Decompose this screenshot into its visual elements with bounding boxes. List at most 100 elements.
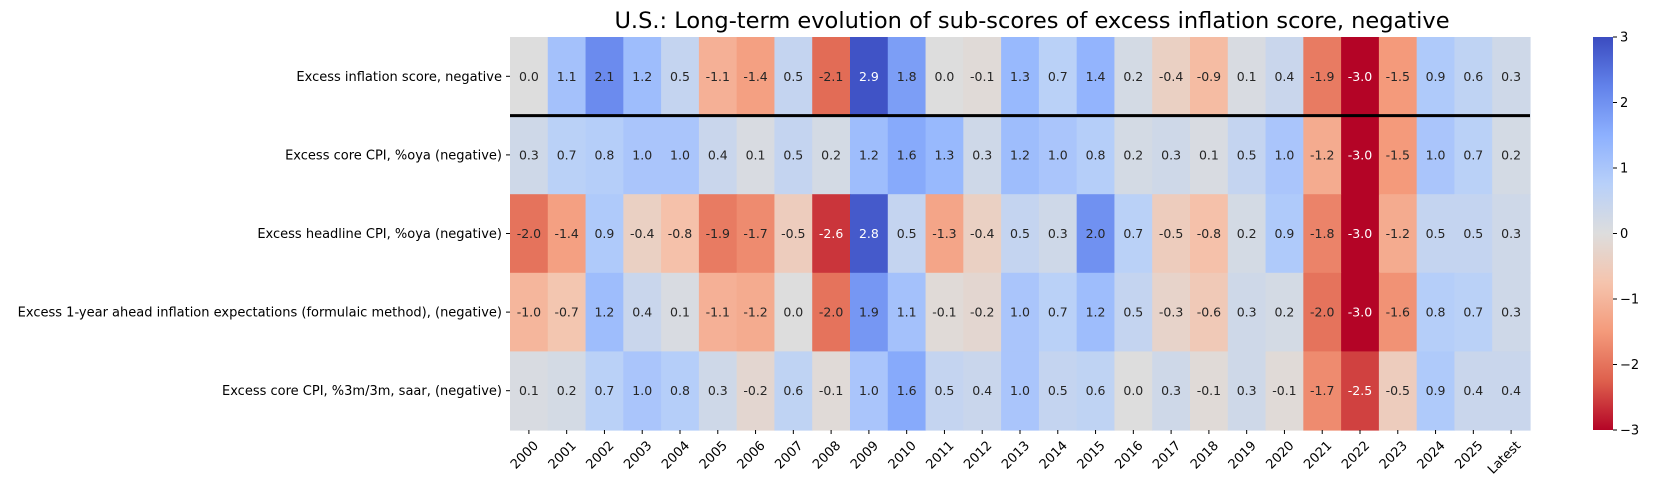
cell-value-label: 0.1 bbox=[1237, 69, 1257, 84]
y-tick-label: Excess 1-year ahead inflation expectatio… bbox=[18, 306, 502, 321]
cell-value-label: 1.0 bbox=[859, 383, 879, 398]
cell-value-label: 0.8 bbox=[1086, 147, 1106, 162]
heatmap-cell bbox=[547, 115, 587, 195]
heatmap-cell bbox=[1378, 351, 1418, 431]
heatmap-cell bbox=[510, 115, 549, 195]
cell-value-label: 0.7 bbox=[1048, 69, 1068, 84]
x-tick-label: 2024 bbox=[1415, 438, 1449, 472]
cell-value-label: 1.0 bbox=[632, 383, 652, 398]
heatmap-cell bbox=[736, 37, 776, 117]
cell-value-label: 1.0 bbox=[632, 147, 652, 162]
cell-value-label: 0.5 bbox=[897, 226, 917, 241]
heatmap-cell bbox=[585, 115, 624, 195]
heatmap-annotations: 0.0 1.1 2.1 1.2 0.5 -1.1 -1.4 0.5 -2.1 2.9 1.8 0.0 -… bbox=[517, 69, 1521, 398]
cell-value-label: 0.2 bbox=[1123, 69, 1143, 84]
heatmap-cell bbox=[812, 115, 851, 195]
cell-value-label: -2.0 bbox=[517, 226, 541, 241]
heatmap-cell bbox=[1454, 351, 1493, 431]
heatmap-cell bbox=[850, 37, 889, 117]
heatmap-cell bbox=[1378, 37, 1418, 117]
cell-value-label: -2.5 bbox=[1348, 383, 1372, 398]
colorbar-tick-label: 3 bbox=[1620, 31, 1628, 46]
cell-value-label: 0.7 bbox=[1123, 226, 1143, 241]
cell-value-label: 0.5 bbox=[1463, 226, 1483, 241]
cell-value-label: 1.2 bbox=[594, 305, 614, 320]
heatmap-cell bbox=[1076, 115, 1116, 195]
heatmap-cell bbox=[1152, 115, 1191, 195]
heatmap-cell bbox=[1303, 194, 1342, 274]
heatmap-cell bbox=[1416, 115, 1456, 195]
cell-value-label: -1.5 bbox=[1386, 69, 1410, 84]
heatmap-cell bbox=[547, 37, 587, 117]
cell-value-label: 2.8 bbox=[859, 226, 879, 241]
colorbar-tick-label: 1 bbox=[1620, 162, 1628, 177]
cell-value-label: 0.5 bbox=[783, 147, 803, 162]
heatmap-cell bbox=[585, 272, 624, 352]
heatmap-cell bbox=[1303, 115, 1342, 195]
colorbar-tick-label: −2 bbox=[1620, 358, 1639, 373]
cell-value-label: 0.2 bbox=[1501, 147, 1521, 162]
cell-value-label: 0.3 bbox=[1501, 305, 1521, 320]
heatmap-cell bbox=[698, 37, 738, 117]
heatmap-cell bbox=[661, 272, 700, 352]
heatmap-cell bbox=[661, 37, 700, 117]
cell-value-label: 1.3 bbox=[1010, 69, 1030, 84]
heatmap-cell bbox=[1265, 115, 1304, 195]
x-tick-label: 2017 bbox=[1150, 438, 1184, 472]
x-tick-label: 2016 bbox=[1112, 438, 1146, 472]
heatmap-cell bbox=[887, 115, 927, 195]
cell-value-label: -0.6 bbox=[1197, 305, 1221, 320]
heatmap-cell bbox=[698, 194, 738, 274]
heatmap-cell bbox=[1076, 37, 1116, 117]
heatmap-cell bbox=[850, 194, 889, 274]
cell-value-label: 0.4 bbox=[972, 383, 992, 398]
heatmap-cell bbox=[1152, 272, 1191, 352]
heatmap-cell bbox=[736, 115, 776, 195]
cell-value-label: -1.2 bbox=[1310, 147, 1334, 162]
x-tick-label: 2005 bbox=[697, 438, 731, 472]
heatmap-cell bbox=[1454, 37, 1493, 117]
heatmap-cell bbox=[1114, 272, 1153, 352]
heatmap-cell bbox=[1038, 37, 1078, 117]
cell-value-label: 1.0 bbox=[1010, 383, 1030, 398]
x-tick-label: 2021 bbox=[1301, 438, 1335, 472]
cell-value-label: -0.9 bbox=[1197, 69, 1221, 84]
x-tick-label: 2006 bbox=[735, 438, 769, 472]
heatmap-cell bbox=[1265, 194, 1304, 274]
heatmap-cell bbox=[1492, 272, 1531, 352]
heatmap-cell bbox=[774, 115, 813, 195]
cell-value-label: -1.2 bbox=[743, 305, 767, 320]
y-tick-label: Excess core CPI, %3m/3m, saar, (negative… bbox=[222, 384, 502, 399]
heatmap-cell bbox=[698, 272, 738, 352]
cell-value-label: 0.4 bbox=[1463, 383, 1483, 398]
colorbar-tick-label: −1 bbox=[1620, 293, 1639, 308]
heatmap-cell bbox=[1492, 37, 1531, 117]
cell-value-label: 0.4 bbox=[1501, 383, 1521, 398]
cell-value-label: -3.0 bbox=[1348, 147, 1372, 162]
heatmap-cell bbox=[1416, 351, 1456, 431]
heatmap-cell bbox=[623, 115, 662, 195]
colorbar bbox=[1593, 37, 1613, 430]
cell-value-label: 0.8 bbox=[1426, 305, 1446, 320]
x-tick-label: 2015 bbox=[1075, 438, 1109, 472]
x-tick-label: 2001 bbox=[546, 438, 580, 472]
cell-value-label: -0.7 bbox=[554, 305, 578, 320]
heatmap-cell bbox=[661, 351, 700, 431]
x-tick-label: 2012 bbox=[961, 438, 995, 472]
heatmap-cell bbox=[1341, 194, 1380, 274]
cell-value-label: 0.1 bbox=[746, 147, 766, 162]
cell-value-label: 0.5 bbox=[1010, 226, 1030, 241]
cell-value-label: 0.2 bbox=[1123, 147, 1143, 162]
x-tick-label: 2000 bbox=[508, 438, 542, 472]
heatmap-cell bbox=[1416, 272, 1456, 352]
heatmap-cell bbox=[1190, 351, 1229, 431]
heatmap-cell bbox=[774, 272, 813, 352]
heatmap-cell bbox=[1265, 37, 1304, 117]
heatmap-cell bbox=[1076, 272, 1116, 352]
heatmap-cell bbox=[1303, 272, 1342, 352]
cell-value-label: 0.3 bbox=[1161, 383, 1181, 398]
heatmap-cell bbox=[510, 272, 549, 352]
heatmap-cell bbox=[1227, 115, 1267, 195]
cell-value-label: -0.1 bbox=[819, 383, 843, 398]
